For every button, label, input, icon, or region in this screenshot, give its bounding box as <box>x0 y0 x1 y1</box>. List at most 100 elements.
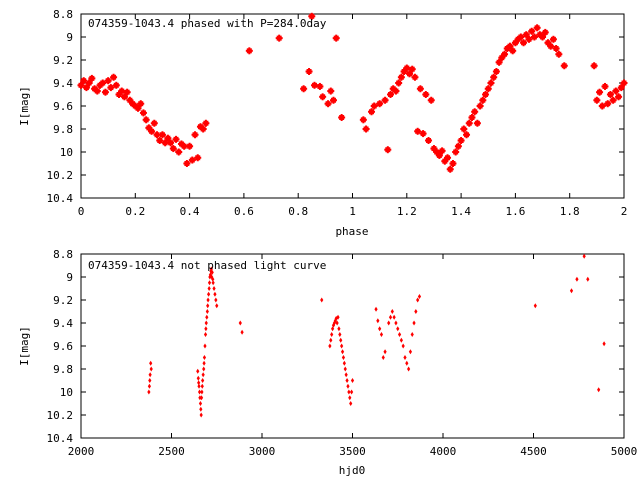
data-point <box>197 389 202 395</box>
data-point <box>433 148 441 156</box>
data-point <box>200 389 204 395</box>
data-point <box>601 82 609 90</box>
unphased-x-tick-label: 4500 <box>520 445 547 458</box>
data-point <box>300 85 308 93</box>
data-point <box>131 102 139 110</box>
data-point <box>430 145 438 153</box>
data-point <box>414 127 422 135</box>
data-point <box>376 318 380 324</box>
data-point <box>530 33 538 41</box>
data-point <box>213 291 217 297</box>
data-point <box>120 93 128 101</box>
unphased-x-tick-label: 3500 <box>339 445 366 458</box>
data-point <box>134 104 142 112</box>
data-point <box>197 383 201 389</box>
phased-y-tick-label: 10.4 <box>47 192 74 205</box>
data-point <box>85 79 93 87</box>
data-point <box>342 360 346 366</box>
data-point <box>384 146 392 154</box>
data-point <box>405 360 409 366</box>
data-point <box>575 276 579 282</box>
data-point <box>191 131 199 139</box>
data-point <box>416 297 420 303</box>
data-point <box>449 160 457 167</box>
data-point <box>441 157 449 165</box>
data-point <box>148 378 152 383</box>
data-point <box>320 297 324 303</box>
data-point <box>142 116 150 124</box>
data-point <box>479 96 487 104</box>
data-point <box>201 378 205 383</box>
data-point <box>336 314 340 320</box>
data-point <box>198 401 203 406</box>
data-point <box>77 81 85 89</box>
data-point <box>395 79 403 87</box>
data-point <box>205 309 209 314</box>
data-point <box>362 125 370 133</box>
data-point <box>414 309 418 314</box>
phased-y-tick-label: 8.8 <box>53 8 73 21</box>
data-point <box>612 87 620 95</box>
phased-plot-title: 074359-1043.4 phased with P=284.0day <box>88 17 327 30</box>
data-point <box>196 123 204 131</box>
data-point <box>275 34 283 42</box>
data-point <box>582 253 586 259</box>
unphased-plot-points <box>147 253 606 418</box>
data-point <box>345 378 349 383</box>
data-point <box>240 329 244 335</box>
data-point <box>156 137 164 144</box>
data-point <box>501 50 509 58</box>
phased-x-tick-label: 1.2 <box>397 205 417 218</box>
data-point <box>541 28 549 36</box>
data-point <box>549 35 557 43</box>
data-point <box>139 109 147 117</box>
data-point <box>435 151 443 159</box>
data-point <box>344 372 348 378</box>
data-point <box>416 85 424 93</box>
data-point <box>118 87 126 95</box>
data-point <box>555 50 563 58</box>
data-point <box>338 332 342 337</box>
data-point <box>490 73 498 81</box>
phased-x-tick-label: 0.4 <box>180 205 200 218</box>
data-point <box>149 366 153 372</box>
data-point <box>387 91 395 98</box>
unphased-x-tick-label: 3000 <box>249 445 276 458</box>
data-point <box>211 280 215 286</box>
data-point <box>376 100 384 108</box>
data-point <box>337 326 341 332</box>
data-point <box>593 96 601 104</box>
data-point <box>533 303 537 309</box>
data-point <box>349 401 353 406</box>
data-point <box>536 31 544 39</box>
data-point <box>498 54 506 62</box>
data-point <box>403 355 407 360</box>
data-point <box>82 84 90 92</box>
data-point <box>212 286 216 291</box>
data-point <box>110 73 118 81</box>
data-point <box>199 406 203 412</box>
data-point <box>207 286 211 291</box>
data-point <box>177 140 185 148</box>
phased-x-tick-label: 1 <box>349 205 356 218</box>
data-point <box>547 42 555 50</box>
data-point <box>408 65 416 73</box>
data-point <box>368 108 376 116</box>
data-point <box>406 70 414 78</box>
data-point <box>401 343 405 349</box>
data-point <box>197 380 201 386</box>
data-point <box>310 81 318 89</box>
unphased-x-tick-label: 5000 <box>611 445 638 458</box>
data-point <box>417 294 422 300</box>
data-point <box>444 154 452 162</box>
data-point <box>388 314 393 320</box>
data-point <box>528 27 536 35</box>
unphased-y-tick-label: 9.4 <box>53 317 73 330</box>
data-point <box>482 91 490 98</box>
data-point <box>522 31 530 39</box>
data-point <box>316 82 324 90</box>
data-point <box>460 125 468 133</box>
data-point <box>339 337 343 343</box>
data-point <box>200 383 204 389</box>
